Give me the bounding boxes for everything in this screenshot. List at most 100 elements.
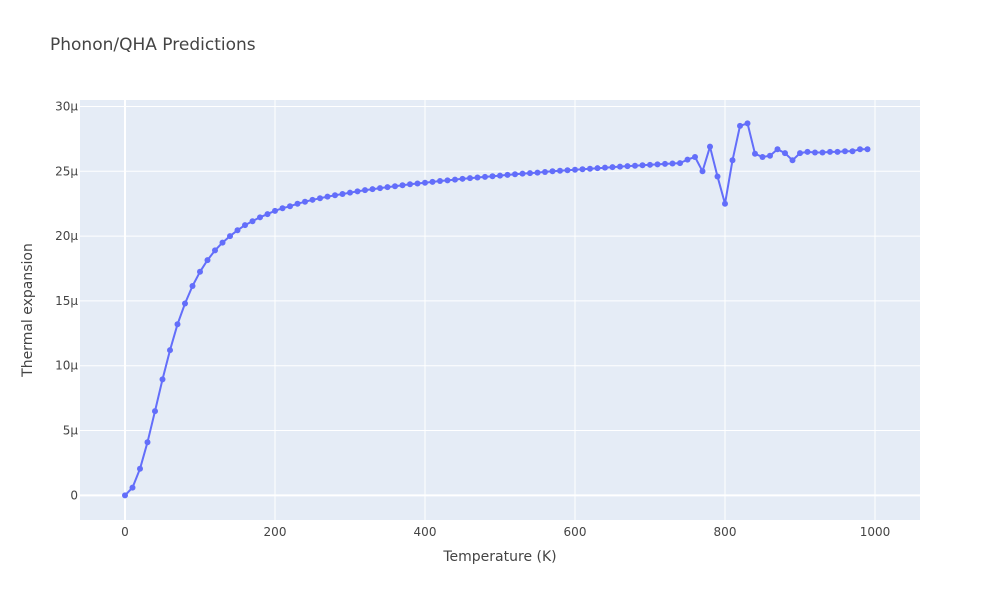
data-point[interactable]: [242, 222, 248, 229]
data-point[interactable]: [602, 164, 608, 171]
data-point[interactable]: [722, 200, 728, 207]
data-point[interactable]: [174, 321, 181, 328]
data-point[interactable]: [572, 166, 578, 173]
data-point[interactable]: [549, 168, 556, 175]
data-point[interactable]: [437, 178, 443, 185]
data-point[interactable]: [699, 168, 706, 175]
data-point[interactable]: [317, 195, 323, 202]
data-point[interactable]: [864, 146, 871, 153]
data-point[interactable]: [227, 233, 233, 240]
data-point[interactable]: [189, 283, 196, 290]
data-point[interactable]: [452, 176, 458, 183]
data-point[interactable]: [684, 156, 691, 163]
data-point[interactable]: [264, 211, 271, 218]
data-point[interactable]: [407, 181, 413, 188]
data-point[interactable]: [279, 205, 286, 212]
data-point[interactable]: [144, 439, 151, 446]
data-point[interactable]: [714, 173, 721, 180]
data-point[interactable]: [302, 198, 308, 205]
data-point[interactable]: [212, 247, 218, 254]
data-point[interactable]: [129, 484, 136, 491]
data-point[interactable]: [272, 207, 278, 214]
data-point[interactable]: [152, 408, 158, 415]
data-point[interactable]: [399, 182, 406, 189]
data-point[interactable]: [504, 171, 511, 178]
data-point[interactable]: [354, 188, 361, 195]
data-point[interactable]: [332, 192, 338, 199]
data-point[interactable]: [624, 163, 631, 170]
data-point[interactable]: [707, 143, 713, 150]
data-point[interactable]: [857, 146, 863, 153]
data-point[interactable]: [444, 177, 451, 184]
data-point[interactable]: [369, 186, 376, 193]
data-point[interactable]: [782, 150, 788, 157]
data-point[interactable]: [519, 170, 526, 177]
data-point[interactable]: [564, 167, 571, 174]
data-point[interactable]: [497, 172, 503, 179]
data-point[interactable]: [362, 187, 368, 194]
data-point[interactable]: [122, 492, 128, 499]
data-point[interactable]: [324, 193, 331, 200]
data-point[interactable]: [647, 161, 653, 168]
data-point[interactable]: [669, 160, 676, 167]
data-point[interactable]: [234, 227, 241, 234]
data-point[interactable]: [137, 465, 143, 472]
data-point[interactable]: [257, 214, 263, 221]
data-point[interactable]: [377, 185, 383, 192]
data-point[interactable]: [339, 190, 346, 197]
data-point[interactable]: [429, 178, 436, 185]
data-point[interactable]: [474, 174, 481, 181]
data-point[interactable]: [609, 164, 616, 171]
data-point[interactable]: [632, 162, 638, 169]
data-point[interactable]: [617, 163, 623, 170]
data-point[interactable]: [677, 160, 683, 167]
data-point[interactable]: [527, 170, 533, 177]
data-point[interactable]: [219, 239, 226, 246]
data-point[interactable]: [309, 196, 316, 203]
data-point[interactable]: [639, 162, 646, 169]
data-point[interactable]: [197, 268, 203, 275]
data-point[interactable]: [579, 166, 586, 173]
data-point[interactable]: [729, 157, 736, 164]
data-point[interactable]: [414, 180, 421, 187]
data-point[interactable]: [849, 148, 856, 155]
data-point[interactable]: [392, 183, 398, 190]
data-point[interactable]: [384, 184, 391, 191]
data-point[interactable]: [692, 154, 698, 161]
data-point[interactable]: [759, 154, 766, 161]
data-point[interactable]: [482, 173, 488, 180]
data-point[interactable]: [767, 152, 773, 159]
data-point[interactable]: [459, 175, 466, 182]
data-point[interactable]: [347, 189, 353, 196]
data-point[interactable]: [812, 149, 818, 156]
data-point[interactable]: [512, 171, 518, 178]
data-point[interactable]: [819, 149, 826, 156]
data-point[interactable]: [249, 218, 256, 225]
data-point[interactable]: [489, 173, 496, 180]
data-point[interactable]: [422, 179, 428, 186]
data-point[interactable]: [744, 120, 751, 127]
data-point[interactable]: [204, 257, 211, 264]
data-point[interactable]: [827, 148, 833, 155]
data-point[interactable]: [294, 200, 301, 207]
data-point[interactable]: [557, 167, 563, 174]
data-point[interactable]: [182, 300, 188, 307]
data-point[interactable]: [467, 175, 473, 182]
data-point[interactable]: [797, 150, 803, 157]
data-point[interactable]: [842, 148, 848, 155]
data-point[interactable]: [737, 122, 743, 129]
data-point[interactable]: [594, 165, 601, 172]
data-point[interactable]: [534, 169, 541, 176]
data-point[interactable]: [587, 165, 593, 172]
data-point[interactable]: [662, 160, 668, 167]
data-point[interactable]: [774, 146, 781, 153]
data-point[interactable]: [159, 376, 166, 383]
data-point[interactable]: [752, 150, 758, 157]
data-point[interactable]: [834, 148, 841, 155]
data-point[interactable]: [789, 157, 796, 164]
data-point[interactable]: [804, 148, 811, 155]
data-point[interactable]: [542, 168, 548, 175]
data-point[interactable]: [167, 347, 173, 354]
data-point[interactable]: [287, 203, 293, 210]
data-point[interactable]: [654, 161, 661, 168]
